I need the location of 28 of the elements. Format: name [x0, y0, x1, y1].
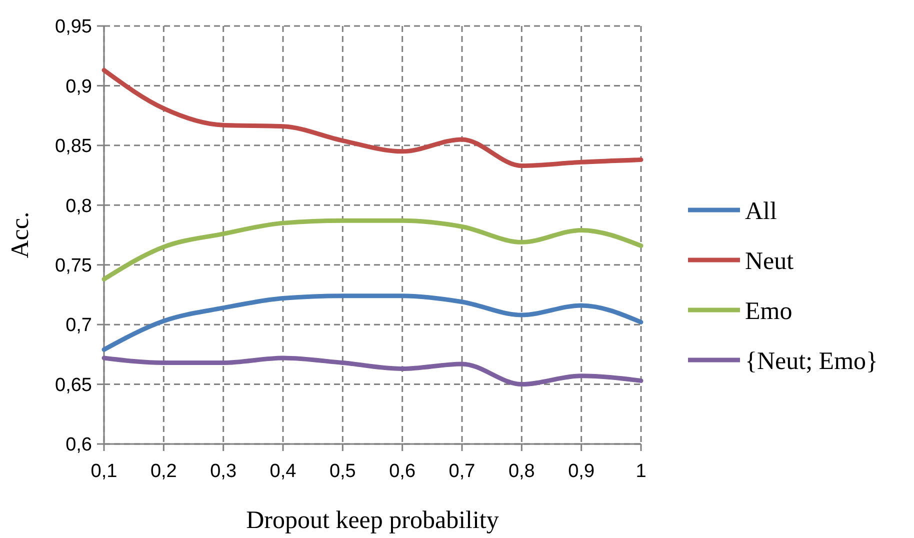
x-tick-label: 0,5 [329, 461, 356, 482]
y-tick-label: 0,6 [66, 434, 92, 456]
legend-label: All [745, 198, 777, 225]
y-tick-label: 0,65 [55, 374, 92, 396]
x-tick-label: 0,1 [90, 461, 118, 482]
x-axis-title: Dropout keep probability [246, 507, 500, 534]
x-tick-label: 0,7 [448, 461, 476, 482]
x-tick-label: 0,3 [210, 461, 237, 482]
y-tick-label: 0,8 [66, 196, 92, 217]
line-series [102, 356, 644, 387]
x-tick-label: 0,2 [150, 461, 177, 482]
y-tick-label: 0,75 [55, 256, 92, 277]
y-tick-label: 0,85 [55, 136, 92, 158]
line-series [102, 218, 644, 282]
line-series [102, 68, 644, 168]
legend-label: Neut [745, 248, 794, 275]
legend-label: {Neut; Emo} [745, 348, 878, 375]
line-series [102, 294, 644, 352]
y-tick-label: 0,7 [66, 315, 92, 336]
y-tick-label: 0,95 [55, 16, 92, 38]
x-tick-label: 1 [636, 461, 646, 482]
x-tick-label: 0,8 [508, 461, 535, 482]
x-tick-label: 0,9 [568, 461, 595, 482]
y-tick-label: 0,9 [66, 76, 92, 98]
x-tick-label: 0,6 [389, 461, 416, 482]
legend-label: Emo [745, 298, 792, 325]
y-axis-title: Acc. [7, 212, 34, 258]
x-tick-label: 0,4 [270, 461, 297, 482]
